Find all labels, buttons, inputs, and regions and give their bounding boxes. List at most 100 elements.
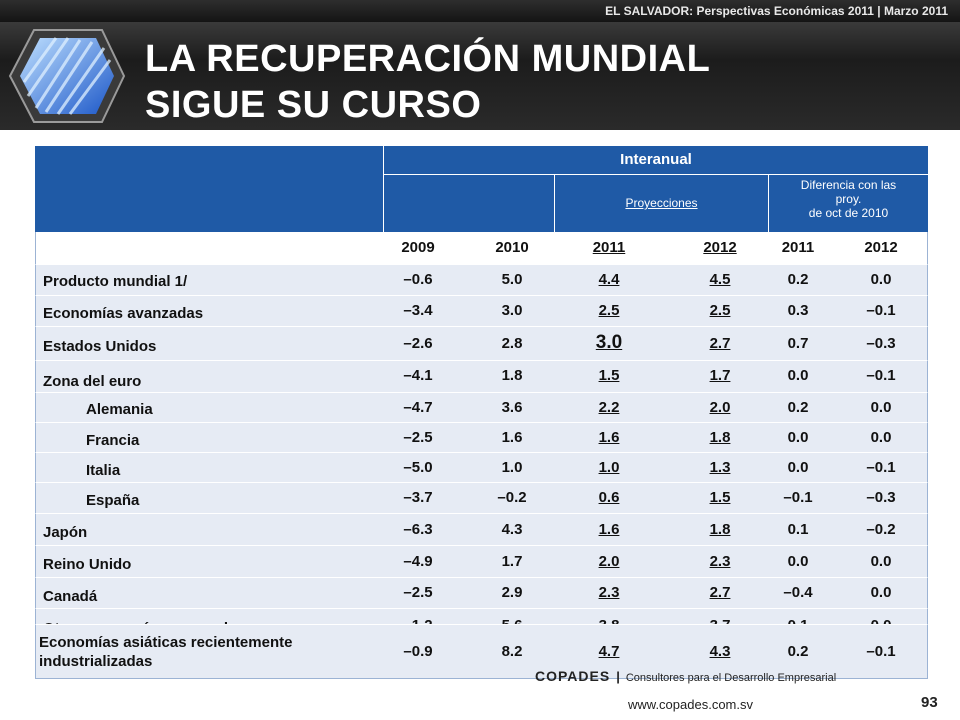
brand-name: COPADES <box>535 668 611 684</box>
value-2011-diff: 0.0 <box>787 553 809 570</box>
value-2010: 2.8 <box>501 335 523 352</box>
row-label: Italia <box>86 462 121 479</box>
copades-logo-icon <box>8 29 126 123</box>
table-row: España –3.7 –0.2 0.6 1.5 –0.1 –0.3 <box>35 482 928 513</box>
value-2011-proj[interactable]: 1.6 <box>598 429 620 446</box>
table-row: Producto mundial 1/ –0.6 5.0 4.4 4.5 0.2… <box>35 264 928 295</box>
value-2011-proj[interactable]: 2.2 <box>598 399 620 416</box>
value-2011-diff: –0.4 <box>783 584 813 601</box>
footer-brand-line: COPADES | Consultores para el Desarrollo E… <box>535 668 836 684</box>
value-2011-diff: 0.3 <box>787 302 809 319</box>
value-2012-diff: –0.1 <box>866 459 896 476</box>
value-2012-proj[interactable]: 1.3 <box>709 459 731 476</box>
value-2012-diff: –0.1 <box>866 302 896 319</box>
row-label-line-1: Economías asiáticas recientemente <box>39 634 293 651</box>
value-2012-diff: –0.3 <box>866 335 896 352</box>
value-2011-diff: –0.1 <box>783 489 813 506</box>
table-row: Francia –2.5 1.6 1.6 1.8 0.0 0.0 <box>35 422 928 452</box>
value-2011-diff: 0.0 <box>787 429 809 446</box>
footer-url[interactable]: www.copades.com.sv <box>628 697 753 712</box>
value-2011-proj[interactable]: 1.0 <box>598 459 620 476</box>
value-2010: 1.6 <box>501 429 523 446</box>
value-2011-proj[interactable]: 1.5 <box>598 367 620 384</box>
table-row: Zona del euro –4.1 1.8 1.5 1.7 0.0 –0.1 <box>35 360 928 392</box>
value-2011-proj[interactable]: 2.3 <box>598 584 620 601</box>
table-row: Reino Unido –4.9 1.7 2.0 2.3 0.0 0.0 <box>35 545 928 577</box>
value-2012-proj[interactable]: 2.7 <box>709 584 731 601</box>
difference-header: Diferencia con las proy. de oct de 2010 <box>769 175 928 232</box>
value-2009: –6.3 <box>403 521 433 538</box>
row-label: Francia <box>86 432 140 449</box>
brand-tagline: Consultores para el Desarrollo Empresari… <box>625 672 837 684</box>
value-2010: 3.6 <box>501 399 523 416</box>
table-corner-cell <box>35 146 384 232</box>
value-2009: –4.1 <box>403 367 433 384</box>
slide-title: LA RECUPERACIÓN MUNDIAL SIGUE SU CURSO <box>145 36 710 128</box>
value-2011-proj[interactable]: 2.0 <box>598 553 620 570</box>
value-2010: 5.0 <box>501 271 523 288</box>
year-2010: 2010 <box>495 239 529 256</box>
value-2012-proj[interactable]: 2.5 <box>709 302 731 319</box>
value-2011-proj[interactable]: 4.4 <box>598 271 620 288</box>
year-2009: 2009 <box>401 239 435 256</box>
row-label: Canadá <box>43 588 98 605</box>
year-2011-proj[interactable]: 2011 <box>592 239 626 256</box>
value-2009: –2.5 <box>403 584 433 601</box>
value-2011-diff: 0.2 <box>787 399 809 416</box>
row-label: Reino Unido <box>43 556 132 573</box>
value-2012-proj[interactable]: 1.8 <box>709 521 731 538</box>
value-2012-proj[interactable]: 1.7 <box>709 367 731 384</box>
row-label: Alemania <box>86 401 153 418</box>
row-label: Economías avanzadas <box>43 305 204 322</box>
value-2010: 1.0 <box>501 459 523 476</box>
value-2011-diff: 0.2 <box>787 271 809 288</box>
table-row: Economías avanzadas –3.4 3.0 2.5 2.5 0.3… <box>35 295 928 326</box>
value-2011-diff: 0.1 <box>787 521 809 538</box>
title-line-2: SIGUE SU CURSO <box>145 84 482 126</box>
table-row: Alemania –4.7 3.6 2.2 2.0 0.2 0.0 <box>35 392 928 422</box>
value-2009: –0.9 <box>403 643 433 660</box>
row-label: Producto mundial 1/ <box>43 273 188 290</box>
value-2012-proj[interactable]: 4.3 <box>709 643 731 660</box>
difference-header-line-3: de oct de 2010 <box>808 206 889 220</box>
value-2011-diff: 0.0 <box>787 459 809 476</box>
title-line-1: LA RECUPERACIÓN MUNDIAL <box>145 38 711 80</box>
row-label-line-2: industrializadas <box>39 653 153 670</box>
value-2012-diff: 0.0 <box>870 553 892 570</box>
value-2012-proj[interactable]: 2.0 <box>709 399 731 416</box>
value-2012-proj[interactable]: 1.8 <box>709 429 731 446</box>
difference-header-line-2: proy. <box>835 192 862 206</box>
page-number: 93 <box>921 694 938 711</box>
value-2010: 8.2 <box>501 643 523 660</box>
table-row: Japón –6.3 4.3 1.6 1.8 0.1 –0.2 <box>35 513 928 545</box>
table-row: Economías asiáticas recientemente indust… <box>35 624 928 679</box>
value-2011-proj[interactable]: 3.0 <box>595 332 623 353</box>
interanual-header: Interanual <box>384 146 928 175</box>
value-2012-proj[interactable]: 4.5 <box>709 271 731 288</box>
projections-header[interactable]: Proyecciones <box>555 175 769 232</box>
value-2010: 4.3 <box>501 521 523 538</box>
year-header-row: 2009 2010 2011 2012 2011 2012 <box>35 232 928 264</box>
top-bar: EL SALVADOR: Perspectivas Económicas 201… <box>0 0 960 22</box>
value-2012-diff: 0.0 <box>870 271 892 288</box>
value-2009: –4.7 <box>403 399 433 416</box>
value-2011-diff: 0.7 <box>787 335 809 352</box>
value-2011-proj[interactable]: 2.5 <box>598 302 620 319</box>
value-2011-proj[interactable]: 4.7 <box>598 643 620 660</box>
value-2012-proj[interactable]: 1.5 <box>709 489 731 506</box>
row-label: Japón <box>43 524 88 541</box>
value-2009: –5.0 <box>403 459 433 476</box>
value-2012-proj[interactable]: 2.7 <box>709 335 731 352</box>
value-2010: 1.7 <box>501 553 523 570</box>
value-2012-diff: –0.1 <box>866 367 896 384</box>
table-row: Estados Unidos –2.6 2.8 3.0 2.7 0.7 –0.3 <box>35 326 928 360</box>
value-2011-proj[interactable]: 1.6 <box>598 521 620 538</box>
value-2012-diff: –0.2 <box>866 521 896 538</box>
value-2011-proj[interactable]: 0.6 <box>598 489 620 506</box>
value-2012-diff: –0.1 <box>866 643 896 660</box>
row-label: España <box>86 492 140 509</box>
year-2012-proj[interactable]: 2012 <box>703 239 737 256</box>
value-2012-proj[interactable]: 2.3 <box>709 553 731 570</box>
value-2009: –4.9 <box>403 553 433 570</box>
year-2011-diff: 2011 <box>781 239 815 256</box>
